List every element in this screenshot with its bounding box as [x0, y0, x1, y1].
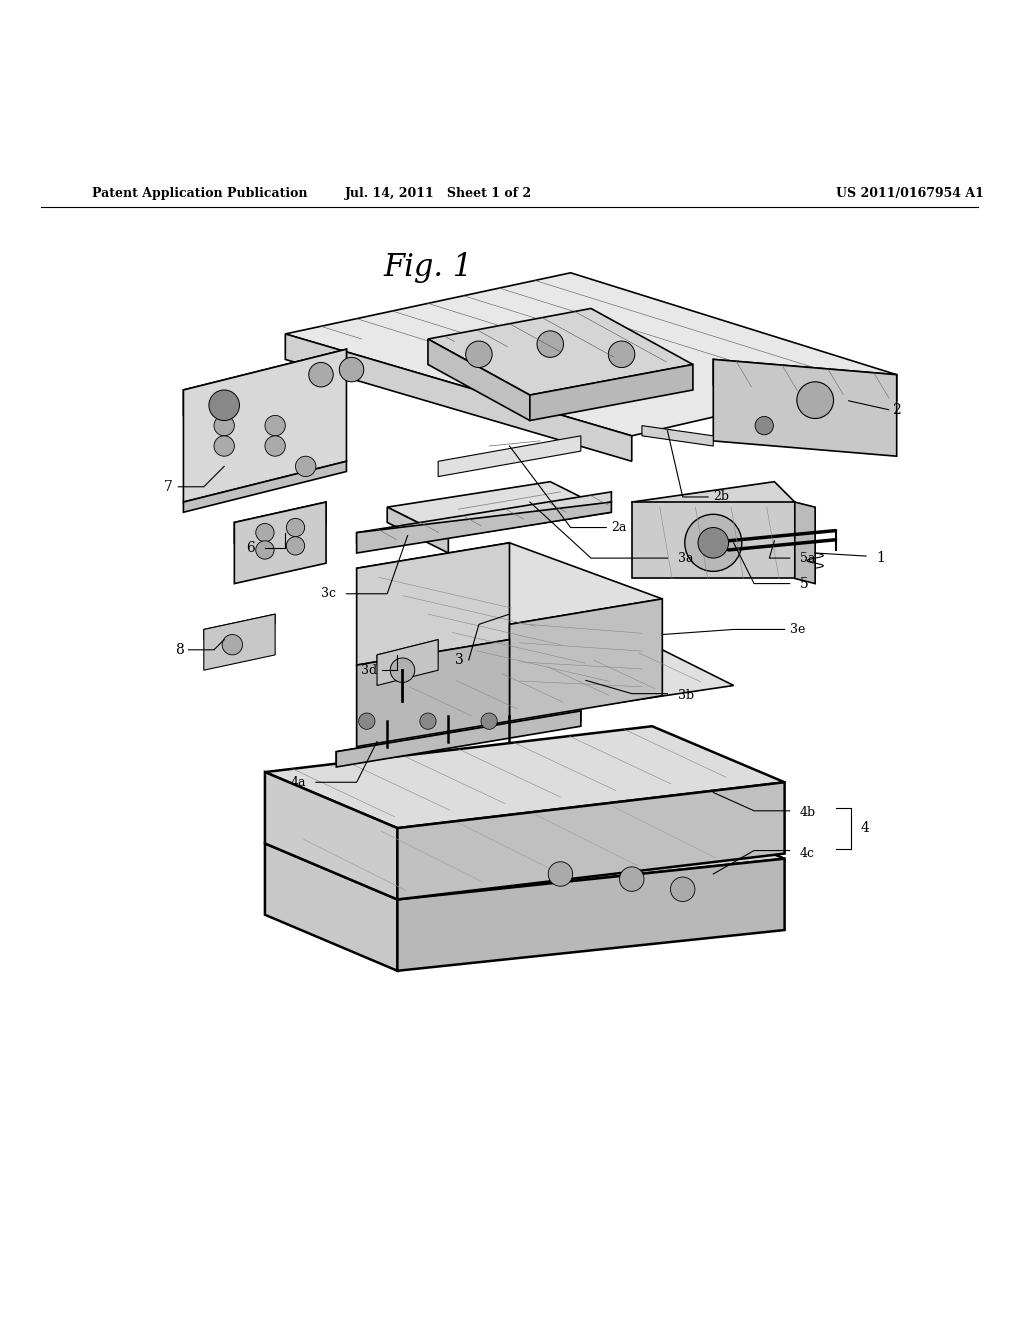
- Polygon shape: [286, 334, 632, 461]
- Text: 4: 4: [861, 821, 870, 836]
- Circle shape: [265, 416, 286, 436]
- Polygon shape: [387, 690, 459, 742]
- Polygon shape: [428, 339, 529, 421]
- Text: 2: 2: [892, 404, 900, 417]
- Text: 6: 6: [246, 541, 255, 554]
- Circle shape: [608, 341, 635, 367]
- Circle shape: [265, 436, 286, 457]
- Polygon shape: [397, 859, 784, 970]
- Circle shape: [685, 515, 741, 572]
- Polygon shape: [714, 359, 897, 400]
- Polygon shape: [356, 543, 510, 665]
- Polygon shape: [286, 273, 897, 436]
- Text: 4c: 4c: [800, 847, 815, 861]
- Circle shape: [481, 713, 498, 729]
- Text: Patent Application Publication: Patent Application Publication: [92, 187, 307, 199]
- Polygon shape: [356, 640, 510, 747]
- Polygon shape: [387, 649, 733, 726]
- Text: 8: 8: [175, 643, 183, 657]
- Text: 3a: 3a: [678, 552, 693, 565]
- Circle shape: [390, 657, 415, 682]
- Text: 1: 1: [877, 552, 885, 565]
- Polygon shape: [377, 640, 438, 665]
- Polygon shape: [387, 482, 611, 537]
- Polygon shape: [510, 599, 663, 721]
- Circle shape: [222, 635, 243, 655]
- Text: 4a: 4a: [290, 776, 306, 789]
- Polygon shape: [183, 350, 346, 416]
- Polygon shape: [336, 711, 581, 762]
- Circle shape: [466, 341, 493, 367]
- Text: 3: 3: [455, 653, 464, 667]
- Circle shape: [420, 713, 436, 729]
- Polygon shape: [438, 436, 581, 477]
- Circle shape: [287, 537, 305, 554]
- Text: 3c: 3c: [322, 587, 336, 601]
- Circle shape: [537, 331, 563, 358]
- Circle shape: [296, 457, 315, 477]
- Polygon shape: [632, 482, 795, 523]
- Polygon shape: [795, 502, 815, 583]
- Polygon shape: [529, 364, 693, 421]
- Polygon shape: [356, 543, 663, 624]
- Polygon shape: [204, 614, 275, 640]
- Polygon shape: [265, 803, 784, 899]
- Text: US 2011/0167954 A1: US 2011/0167954 A1: [836, 187, 983, 199]
- Text: 2a: 2a: [611, 521, 627, 535]
- Polygon shape: [265, 772, 397, 899]
- Circle shape: [287, 519, 305, 537]
- Circle shape: [548, 862, 572, 886]
- Circle shape: [214, 416, 234, 436]
- Polygon shape: [183, 350, 346, 502]
- Text: Fig. 1: Fig. 1: [383, 252, 473, 284]
- Circle shape: [256, 524, 274, 541]
- Circle shape: [209, 389, 240, 421]
- Text: 3e: 3e: [790, 623, 805, 636]
- Circle shape: [339, 358, 364, 381]
- Circle shape: [698, 528, 728, 558]
- Polygon shape: [234, 502, 326, 543]
- Polygon shape: [356, 502, 611, 553]
- Polygon shape: [632, 502, 795, 578]
- Circle shape: [755, 417, 773, 434]
- Text: 7: 7: [164, 479, 173, 494]
- Polygon shape: [642, 425, 714, 446]
- Polygon shape: [397, 783, 784, 899]
- Polygon shape: [714, 359, 897, 457]
- Polygon shape: [183, 461, 346, 512]
- Polygon shape: [265, 726, 784, 828]
- Circle shape: [358, 713, 375, 729]
- Polygon shape: [387, 507, 449, 553]
- Text: 4b: 4b: [800, 807, 816, 820]
- Circle shape: [309, 363, 333, 387]
- Text: Jul. 14, 2011   Sheet 1 of 2: Jul. 14, 2011 Sheet 1 of 2: [345, 187, 531, 199]
- Circle shape: [214, 436, 234, 457]
- Circle shape: [620, 867, 644, 891]
- Polygon shape: [234, 502, 326, 583]
- Circle shape: [256, 541, 274, 560]
- Polygon shape: [356, 492, 611, 543]
- Polygon shape: [336, 711, 581, 767]
- Polygon shape: [204, 614, 275, 671]
- Text: 3d: 3d: [360, 664, 377, 677]
- Circle shape: [671, 876, 695, 902]
- Circle shape: [797, 381, 834, 418]
- Polygon shape: [428, 309, 693, 395]
- Polygon shape: [265, 843, 397, 970]
- Text: 5: 5: [800, 577, 809, 590]
- Text: 5a: 5a: [800, 552, 815, 565]
- Polygon shape: [377, 640, 438, 685]
- Text: 2b: 2b: [714, 491, 729, 503]
- Text: 3b: 3b: [678, 689, 693, 702]
